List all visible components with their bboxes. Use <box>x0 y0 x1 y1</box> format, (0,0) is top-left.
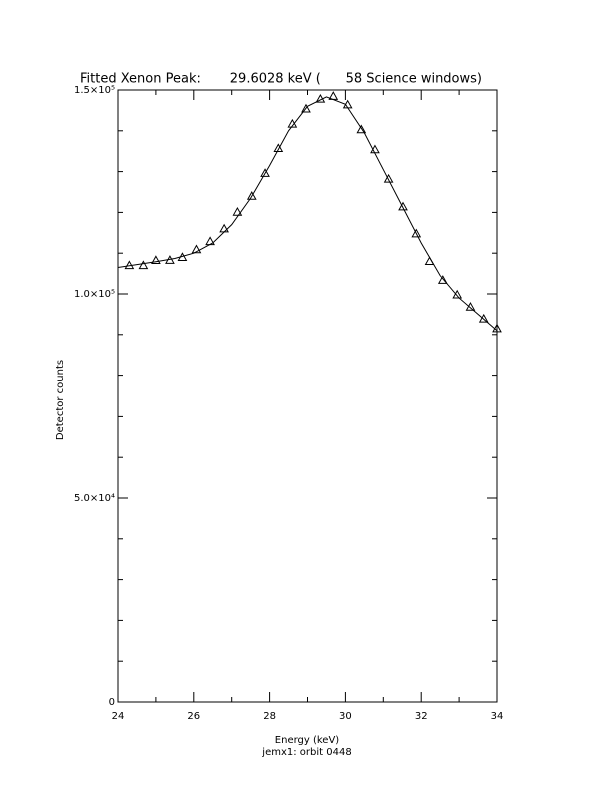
data-point <box>383 173 394 183</box>
y-tick-label: 5.0×10⁴ <box>74 493 115 504</box>
fit-line <box>117 96 498 332</box>
data-point <box>177 252 188 261</box>
data-point <box>424 256 435 266</box>
x-tick-label: 32 <box>415 711 428 722</box>
y-tick-label: 1.5×10⁵ <box>74 85 115 96</box>
x-tick-label: 30 <box>339 711 352 722</box>
data-point <box>356 124 367 134</box>
x-axis-label: Energy (keV) <box>275 735 340 746</box>
y-axis-label: Detector counts <box>55 360 66 440</box>
data-point <box>287 118 298 128</box>
data-point <box>465 302 476 311</box>
data-point <box>315 93 326 103</box>
y-tick-label: 0 <box>109 697 115 708</box>
data-point <box>260 168 270 177</box>
data-point <box>452 289 463 299</box>
data-point <box>342 99 353 109</box>
data-point <box>478 313 489 323</box>
data-point <box>492 323 502 333</box>
data-point <box>205 236 215 246</box>
data-point <box>138 260 149 270</box>
subtitle: jemx1: orbit 0448 <box>261 747 351 758</box>
data-point <box>411 228 422 238</box>
data-point <box>232 206 243 216</box>
plot-frame <box>117 89 498 703</box>
data-point <box>273 143 284 153</box>
data-point <box>398 201 408 211</box>
data-point <box>165 255 175 264</box>
data-point <box>328 91 339 100</box>
y-tick-label: 1.0×10⁵ <box>74 289 115 300</box>
data-point <box>191 244 202 254</box>
data-point <box>437 275 448 284</box>
x-tick-label: 24 <box>112 711 125 722</box>
data-point <box>151 255 161 265</box>
data-point <box>246 191 257 200</box>
chart-title: Fitted Xenon Peak: 29.6028 keV ( 58 Scie… <box>80 72 482 87</box>
x-tick-label: 26 <box>187 711 200 722</box>
data-point <box>219 223 229 233</box>
data-point <box>301 103 311 113</box>
x-tick-label: 34 <box>491 711 504 722</box>
data-point <box>124 260 135 270</box>
data-point <box>370 144 380 154</box>
x-tick-label: 28 <box>263 711 276 722</box>
